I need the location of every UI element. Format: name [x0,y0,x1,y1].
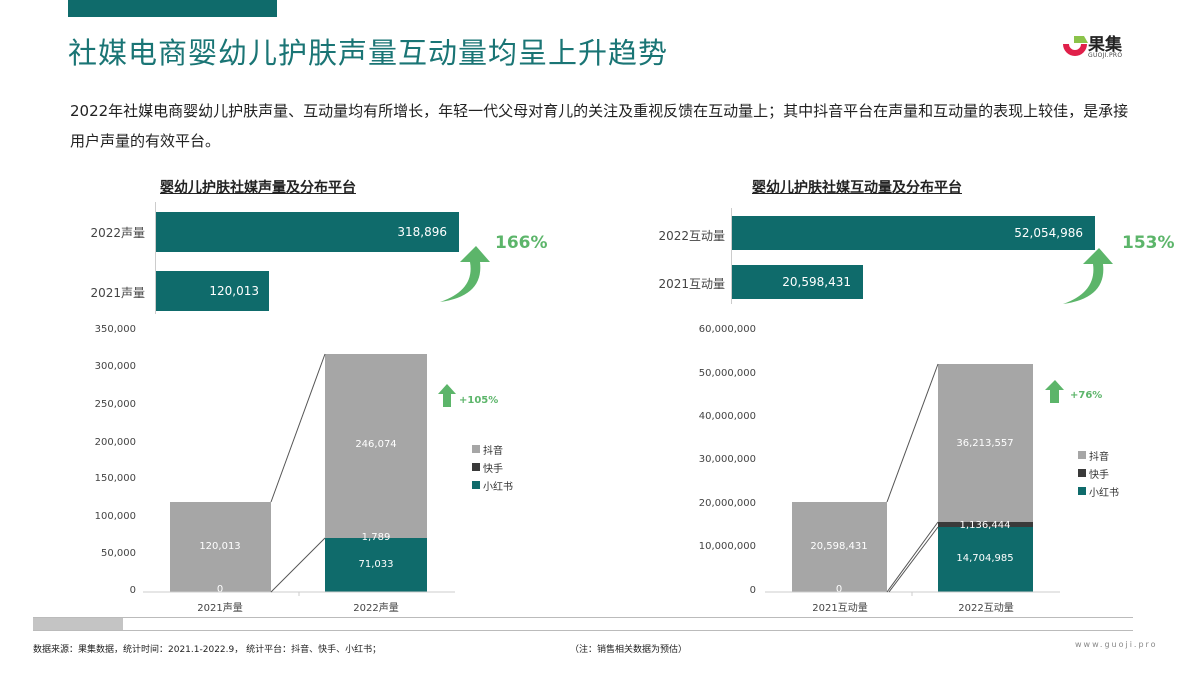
right-stack-2021-douyin [792,502,887,592]
legend-item-douyin: 抖音 [472,440,513,458]
left-up-arrow-icon [438,384,456,407]
left-xtick: 2022声量 [353,603,399,614]
right-stack-label: 14,704,985 [956,553,1014,564]
right-ytick: 20,000,000 [698,498,756,509]
left-stack-label: 71,033 [358,559,394,570]
right-stack-2022-xhs [938,527,1033,592]
left-stack-2022-xhs [325,538,427,592]
left-stack-label: 0 [216,584,224,595]
left-hbar-label-2022: 2022声量 [90,226,145,240]
left-hbar-2022: 318,896 [156,212,459,252]
footer-progress-fill [33,618,123,630]
left-growth-percent: 166% [495,233,548,253]
page-title: 社媒电商婴幼儿护肤声量互动量均呈上升趋势 [68,36,669,70]
left-ytick: 100,000 [94,511,136,522]
right-growth-percent: 153% [1122,233,1175,253]
left-stack-label: 1,789 [361,532,391,543]
right-chart-title: 婴幼儿护肤社媒互动量及分布平台 [752,180,962,196]
right-growth-arrow-icon [1063,248,1113,304]
right-ytick: 0 [749,585,756,596]
left-stack-2021-douyin [170,502,271,592]
left-hbar-label-2021: 2021声量 [90,286,145,300]
right-ytick: 10,000,000 [698,541,756,552]
right-stack-2022-kuaishou [938,522,1033,527]
left-chart-title: 婴幼儿护肤社媒声量及分布平台 [160,180,356,196]
right-ytick: 40,000,000 [698,411,756,422]
left-stack-label: 120,013 [199,541,241,552]
right-stack-label: 36,213,557 [956,438,1014,449]
right-stack-growth: +76% [1070,390,1103,401]
legend-item-kuaishou: 快手 [1078,464,1119,482]
guoji-logo-icon [1063,36,1088,56]
left-ytick: 300,000 [94,361,136,372]
right-hbar-axis [731,208,732,304]
right-stack-2022-douyin [938,364,1033,522]
logo-subtext: GUOJI.PRO [1088,52,1123,59]
left-stack-2022-douyin [325,354,427,539]
left-legend: 抖音 快手 小红书 [472,440,513,494]
left-hbar-value-2021: 120,013 [209,284,259,298]
left-ytick: 250,000 [94,399,136,410]
right-hbar-2021: 20,598,431 [732,265,863,299]
right-hbar-value-2021: 20,598,431 [782,275,851,289]
left-growth-arrow-icon [440,246,490,302]
right-xtick: 2021互动量 [812,603,868,614]
right-hbar-label-2021: 2021互动量 [658,277,725,291]
left-stack-label: 246,074 [355,439,397,450]
right-xtick: 2022互动量 [958,603,1014,614]
right-stack-label: 1,136,444 [959,520,1011,531]
left-xtick: 2021声量 [197,603,243,614]
left-stack-growth: +105% [459,395,499,406]
left-hbar-value-2022: 318,896 [397,225,447,239]
footer-progress-bar [33,617,1133,631]
left-ytick: 150,000 [94,473,136,484]
header-accent-bar [68,0,277,17]
legend-item-douyin: 抖音 [1078,446,1119,464]
footer-url: www.guoji.pro [1075,640,1158,649]
footer-note: （注：销售相关数据为预估） [570,645,688,655]
right-hbar-label-2022: 2022互动量 [658,229,725,243]
right-ytick: 50,000,000 [698,368,756,379]
left-hbar-2021: 120,013 [156,271,269,311]
left-ytick: 0 [129,585,136,596]
left-ytick: 350,000 [94,324,136,335]
left-ytick: 50,000 [101,548,136,559]
right-stack-label: 0 [835,584,843,595]
right-ytick: 60,000,000 [698,324,756,335]
footer-source: 数据来源：果集数据，统计时间：2021.1-2022.9， 统计平台：抖音、快手… [33,645,382,655]
right-ytick: 30,000,000 [698,454,756,465]
logo-text: 果集 [1088,35,1122,55]
legend-item-xhs: 小红书 [472,476,513,494]
left-hbar-axis [155,202,156,314]
right-legend: 抖音 快手 小红书 [1078,446,1119,500]
left-ytick: 200,000 [94,437,136,448]
right-up-arrow-icon [1045,380,1064,403]
right-hbar-value-2022: 52,054,986 [1014,226,1083,240]
legend-item-xhs: 小红书 [1078,482,1119,500]
right-stack-label: 20,598,431 [810,541,868,552]
legend-item-kuaishou: 快手 [472,458,513,476]
summary-text: 2022年社媒电商婴幼儿护肤声量、互动量均有所增长，年轻一代父母对育儿的关注及重… [70,102,1129,150]
right-hbar-2022: 52,054,986 [732,216,1095,250]
